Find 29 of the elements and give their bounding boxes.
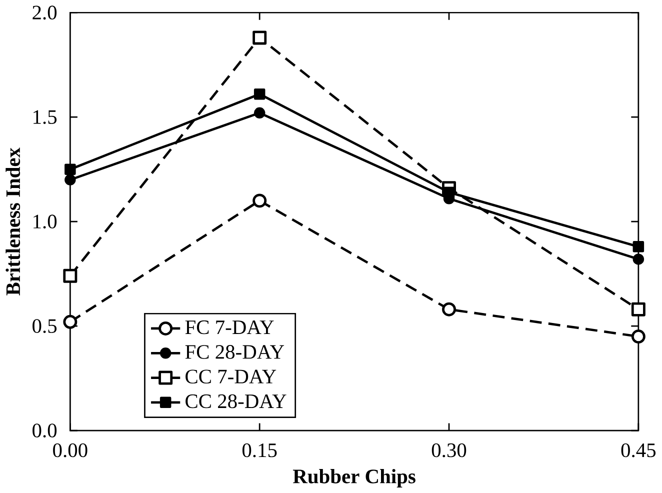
point <box>443 186 455 198</box>
point <box>64 174 76 186</box>
x-axis-title: Rubber Chips <box>292 468 416 488</box>
x-tick-label: 0.45 <box>621 443 656 458</box>
x-tick-label: 0.00 <box>53 443 88 458</box>
y-axis-title: Brittleness Index <box>6 148 20 296</box>
x-tick-label: 0.30 <box>432 443 466 458</box>
point <box>631 302 646 316</box>
point <box>442 302 456 316</box>
point <box>63 268 78 283</box>
point <box>63 314 78 329</box>
point <box>254 88 266 100</box>
y-tick-label: 0.0 <box>32 424 57 438</box>
y-tick-label: 1.5 <box>34 110 57 124</box>
point <box>64 164 76 175</box>
x-tick-label: 0.15 <box>242 443 277 458</box>
legend-label: FC 7-DAY <box>185 320 274 334</box>
point <box>254 107 266 118</box>
point <box>252 30 267 45</box>
legend-label: CC 7-DAY <box>186 370 276 384</box>
y-tick-label: 1.0 <box>34 214 57 228</box>
point <box>252 194 267 208</box>
point <box>631 329 646 344</box>
point <box>632 253 644 265</box>
legend-label: CC 28-DAY <box>186 394 286 408</box>
y-tick-label: 2.0 <box>32 6 57 20</box>
legend-label: FC 28-DAY <box>185 344 284 359</box>
point <box>632 240 644 252</box>
y-tick-label: 0.5 <box>32 319 57 333</box>
